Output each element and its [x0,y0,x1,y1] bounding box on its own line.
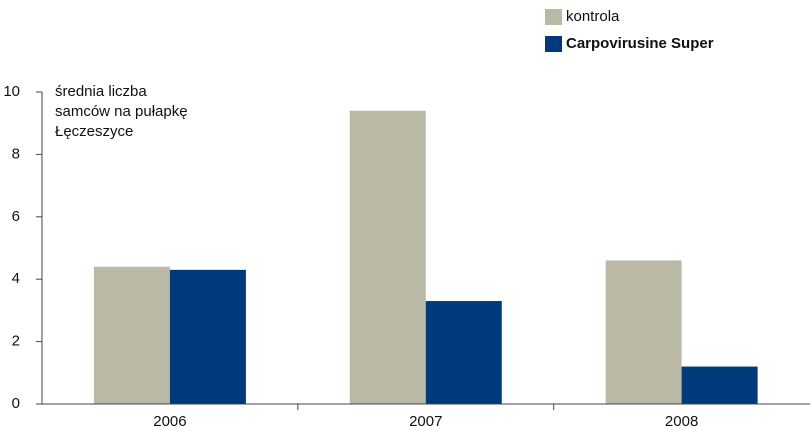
x-tick-label: 2006 [153,413,186,430]
bar [605,260,682,404]
y-tick-label: 10 [3,83,20,100]
y-tick-label: 4 [12,270,20,287]
legend-swatch [545,9,562,25]
y-tick-label: 8 [12,145,20,162]
bar [349,110,426,404]
y-axis-label: samców na pułapkę [55,103,188,120]
x-tick-label: 2007 [409,413,442,430]
y-axis-label: średnia liczba [55,83,147,100]
y-tick-label: 6 [12,208,20,225]
legend-label: Carpovirusine Super [566,35,714,52]
y-tick-label: 2 [12,333,20,350]
x-tick-label: 2008 [665,413,698,430]
legend-label: kontrola [566,8,620,25]
y-tick-label: 0 [12,395,20,412]
bar [425,301,502,404]
bar [93,266,170,404]
bar [681,366,758,404]
bar [169,269,246,404]
legend-swatch [545,36,562,52]
y-axis-label: Łęczeszyce [55,123,133,140]
